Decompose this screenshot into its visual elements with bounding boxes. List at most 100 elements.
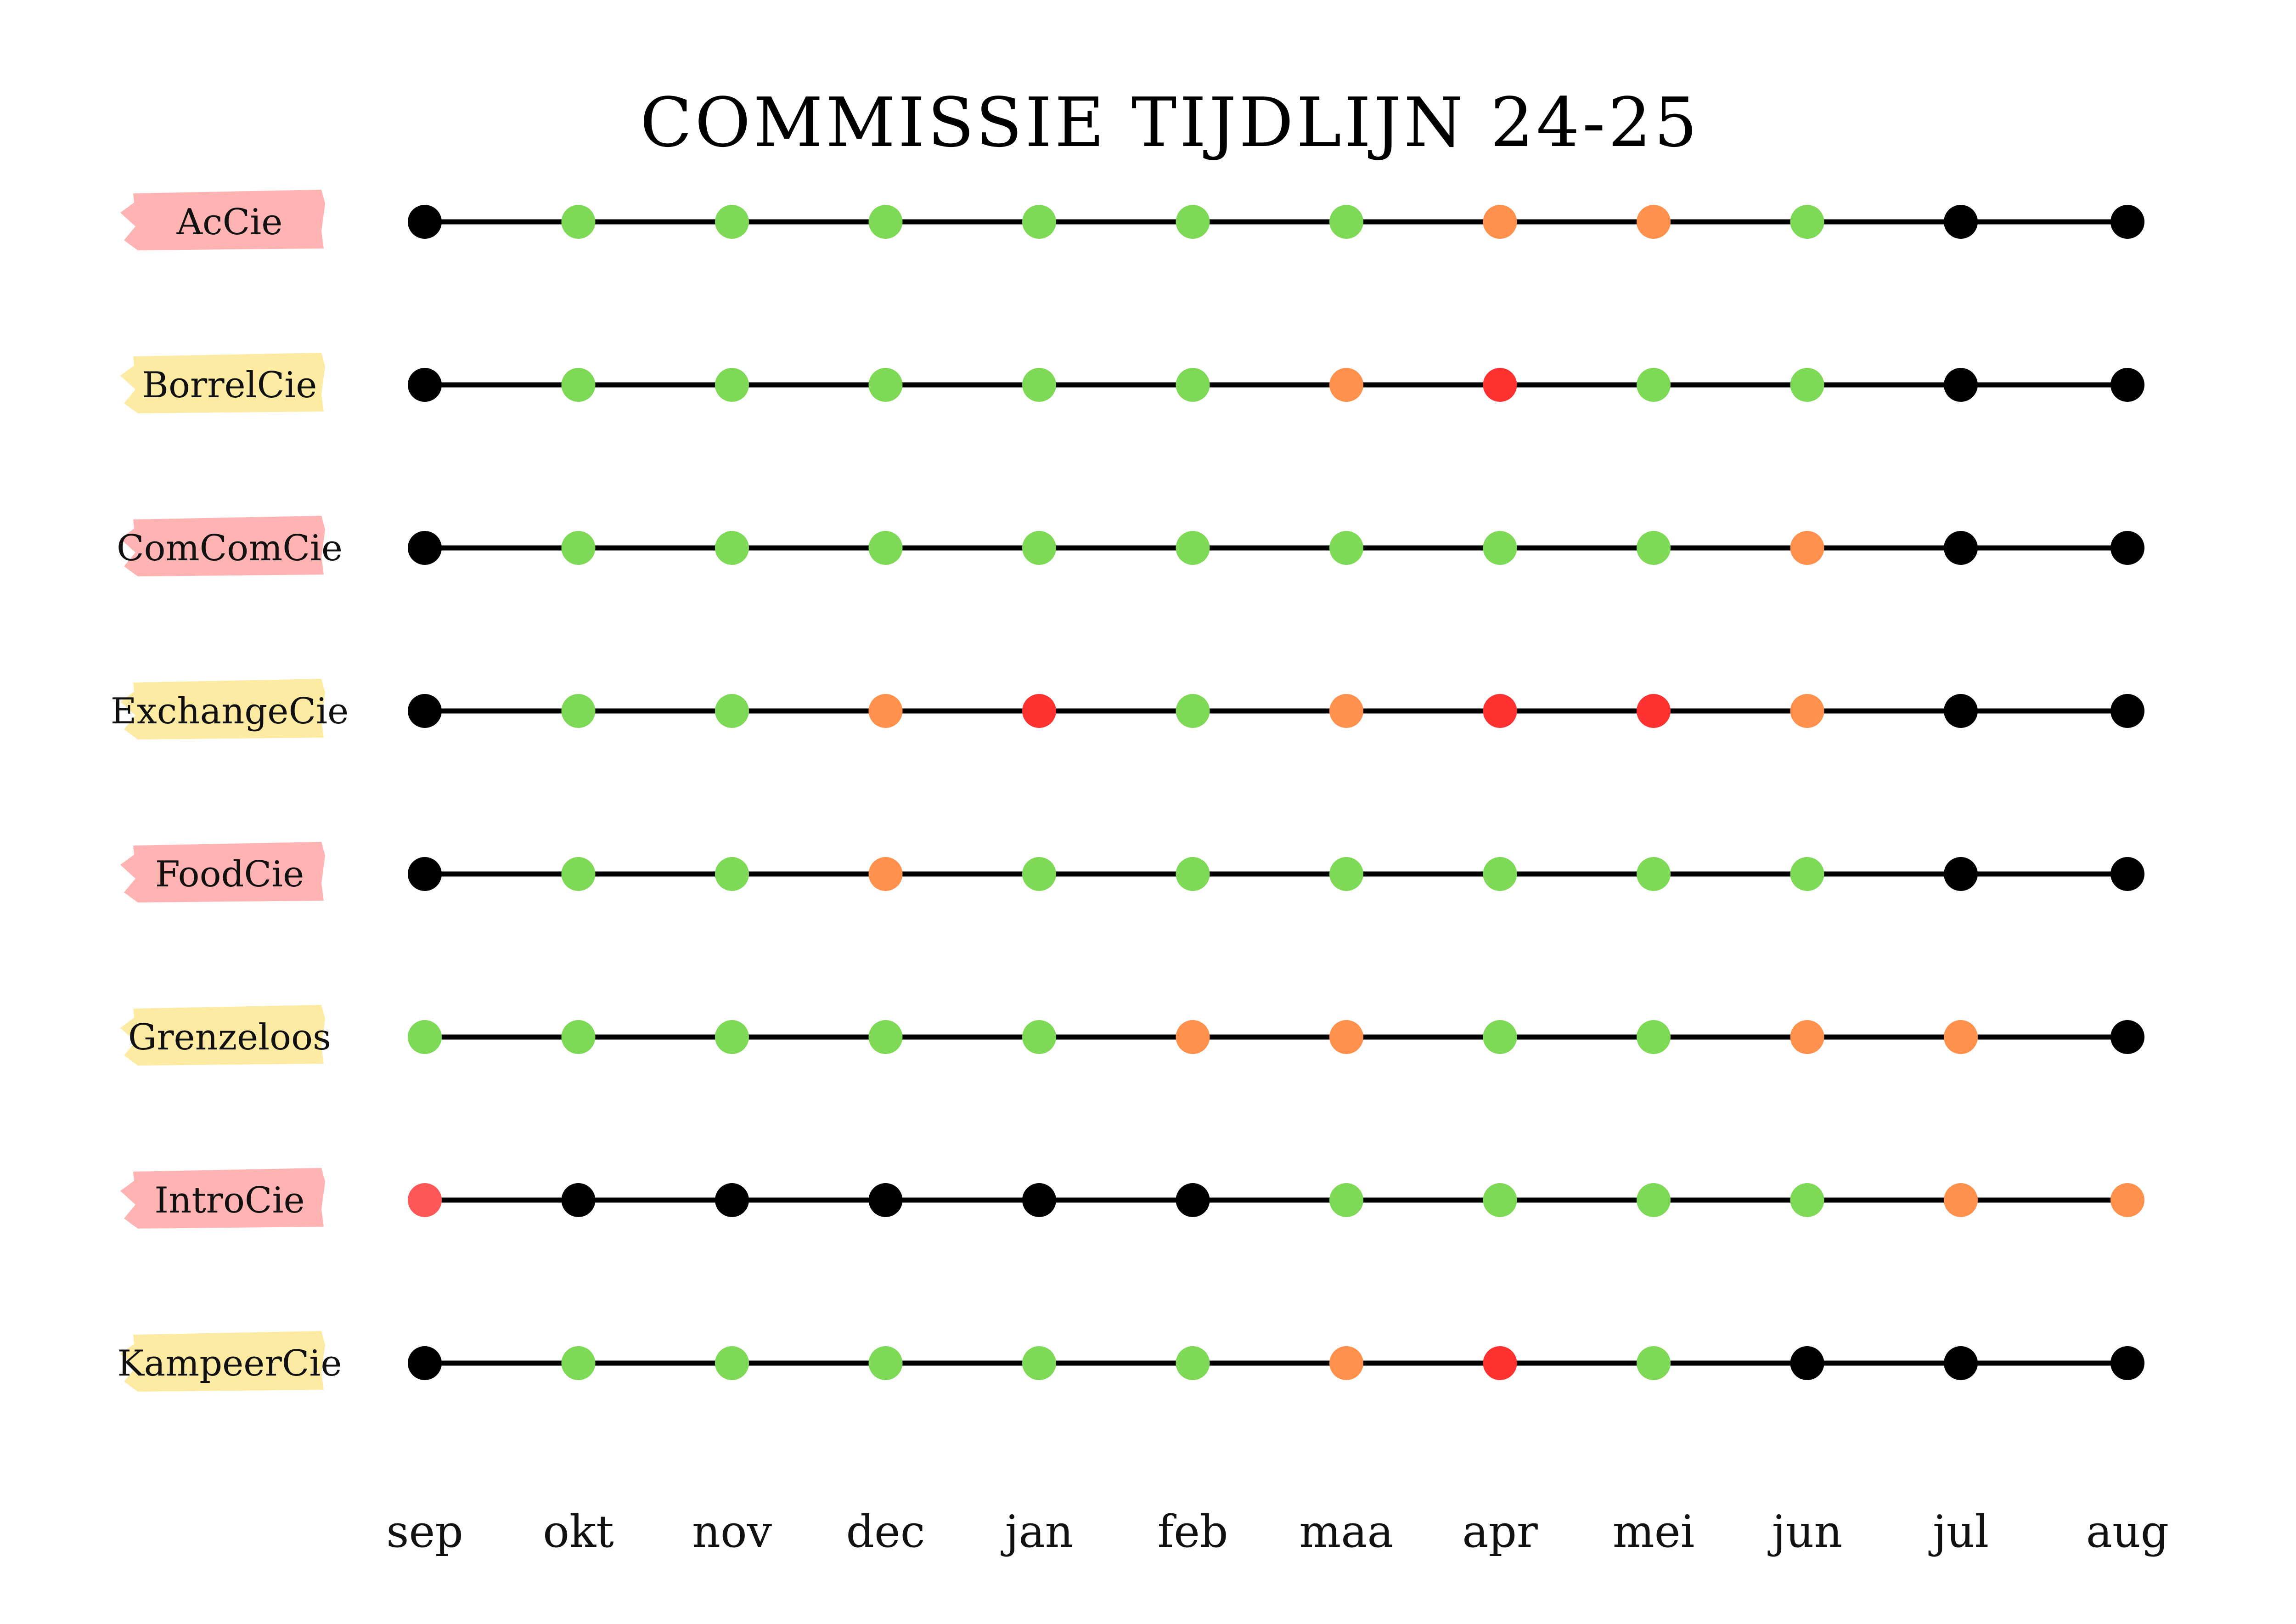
timeline-row: AcCie [120,190,2144,250]
status-dot [1329,1020,1363,1054]
status-dot [1483,205,1517,239]
status-dot [1022,1183,1056,1217]
status-dot [1176,1183,1210,1217]
status-dot [1790,694,1824,728]
status-dot [1790,531,1824,565]
month-label: okt [543,1506,614,1557]
status-dot [1329,1183,1363,1217]
label-highlight [120,679,325,739]
status-dot [1022,1346,1056,1380]
status-dot [715,857,749,891]
month-label: dec [846,1506,925,1557]
month-label: feb [1158,1506,1228,1557]
month-label: jan [1001,1506,1074,1557]
status-dot [408,205,442,239]
status-dot [2110,1020,2144,1054]
status-dot [715,694,749,728]
status-dot [2110,1183,2144,1217]
status-dot [561,205,596,239]
status-dot [1637,368,1671,402]
status-dot [715,1020,749,1054]
status-dot [1637,694,1671,728]
month-label: mei [1613,1506,1695,1557]
status-dot [1329,694,1363,728]
status-dot [1790,205,1824,239]
status-dot [1944,1183,1978,1217]
status-dot [408,531,442,565]
status-dot [1790,1346,1824,1380]
label-highlight [120,353,325,413]
status-dot [408,1020,442,1054]
status-dot [561,694,596,728]
status-dot [715,205,749,239]
status-dot [1944,205,1978,239]
timeline-row: ComComCie [117,516,2144,576]
status-dot [561,531,596,565]
status-dot [715,1183,749,1217]
status-dot [2110,205,2144,239]
status-dot [1483,694,1517,728]
status-dot [2110,1346,2144,1380]
status-dot [561,368,596,402]
status-dot [1790,1183,1824,1217]
status-dot [1637,531,1671,565]
status-dot [1944,694,1978,728]
month-label: maa [1299,1506,1394,1557]
status-dot [408,857,442,891]
label-highlight [120,1331,325,1392]
status-dot [561,857,596,891]
status-dot [2110,694,2144,728]
status-dot [1329,857,1363,891]
status-dot [2110,368,2144,402]
status-dot [1176,531,1210,565]
status-dot [1329,368,1363,402]
status-dot [1176,857,1210,891]
status-dot [2110,531,2144,565]
status-dot [1637,205,1671,239]
month-label: apr [1462,1506,1538,1557]
status-dot [1790,1020,1824,1054]
timeline-row: Grenzeloos [120,1005,2144,1066]
status-dot [868,1183,903,1217]
status-dot [1944,1020,1978,1054]
row-label: FoodCie [155,854,304,895]
month-label: jul [1928,1506,1989,1557]
label-highlight [120,190,325,250]
row-label: IntroCie [154,1180,304,1221]
status-dot [1944,531,1978,565]
status-dot [1790,857,1824,891]
row-label: BorrelCie [142,365,317,406]
month-label: jun [1767,1506,1842,1557]
row-label: AcCie [176,202,283,243]
status-dot [715,368,749,402]
month-label: nov [692,1506,772,1557]
status-dot [1944,857,1978,891]
status-dot [1176,1020,1210,1054]
timeline-rows: AcCie BorrelCie ComComCie ExchangeCie FoodCi… [111,190,2144,1392]
status-dot [1637,1346,1671,1380]
status-dot [1329,1346,1363,1380]
status-dot [1022,531,1056,565]
status-dot [1483,531,1517,565]
status-dot [868,1346,903,1380]
status-dot [1637,1183,1671,1217]
month-label: aug [2086,1506,2169,1557]
status-dot [1329,531,1363,565]
row-label: ExchangeCie [111,691,349,732]
label-highlight [120,516,325,576]
status-dot [1022,205,1056,239]
status-dot [1176,368,1210,402]
label-highlight [120,842,325,902]
status-dot [1483,1020,1517,1054]
month-label: sep [386,1506,463,1557]
status-dot [1483,368,1517,402]
status-dot [1022,368,1056,402]
status-dot [1637,857,1671,891]
status-dot [408,1183,442,1217]
status-dot [1944,368,1978,402]
row-label: KampeerCie [117,1343,342,1384]
status-dot [1483,857,1517,891]
status-dot [1176,694,1210,728]
month-axis: sep okt nov dec jan feb maa apr mei jun jul aug [386,1506,2169,1557]
